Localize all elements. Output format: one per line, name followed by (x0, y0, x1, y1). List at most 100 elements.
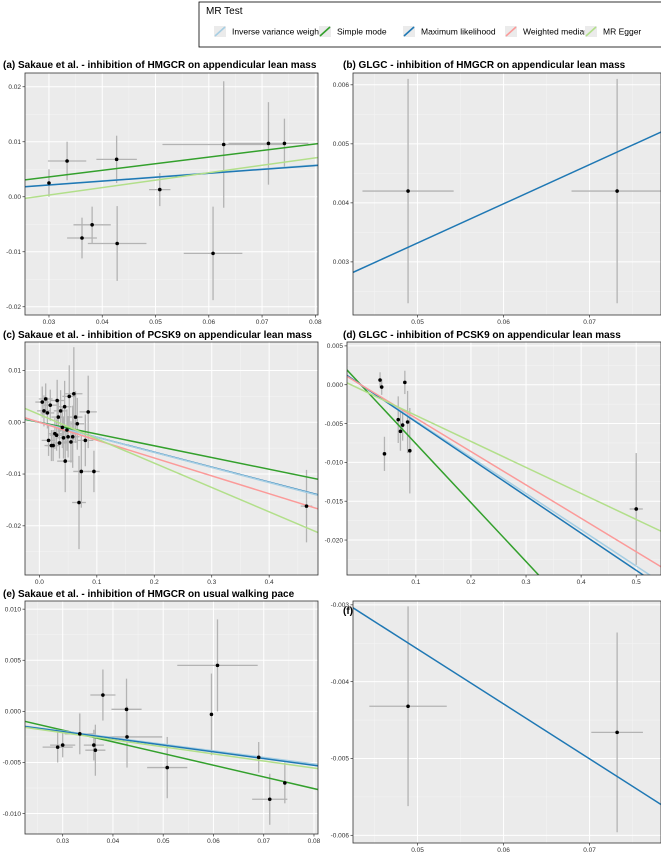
y-tick-label: -0.01 (6, 471, 21, 478)
line-simple-mode (25, 720, 318, 791)
data-point (65, 428, 69, 432)
data-point (48, 403, 53, 407)
data-point (165, 765, 170, 770)
x-tick-label: 0.06 (497, 319, 510, 326)
y-tick-label: 0.005 (333, 141, 350, 148)
x-tick-label: 0.3 (207, 579, 216, 586)
panel-title: (e) Sakaue et al. - inhibition of HMGCR … (3, 589, 295, 600)
x-tick-label: 0.08 (308, 838, 321, 845)
data-point (125, 735, 129, 739)
line-maximum-likelihood (353, 606, 661, 806)
panel-title: (a) Sakaue et al. - inhibition of HMGCR … (3, 60, 317, 71)
data-point (304, 504, 309, 508)
legend-label: Inverse variance weighted (232, 27, 331, 37)
line-maximum-likelihood (25, 164, 318, 188)
x-tick-label: 0.1 (92, 579, 101, 586)
y-tick-label: 0.00 (8, 194, 21, 201)
panel-a: (a) Sakaue et al. - inhibition of HMGCR … (3, 60, 322, 326)
gridlines (347, 342, 661, 575)
data-point (57, 441, 62, 445)
panel-f: (f) GLGC - inhibition of HMGCR on usual … (331, 600, 661, 854)
x-tick-label: 0.3 (522, 579, 531, 586)
y-tick-label: 0.000 (327, 382, 344, 389)
data-point (615, 189, 619, 193)
line-simple-mode (25, 418, 318, 481)
x-tick-label: 0.03 (43, 319, 56, 326)
plot-background (353, 73, 661, 315)
x-tick-label: 0.05 (411, 847, 424, 854)
legend-key-line (214, 26, 226, 37)
y-tick-label: -0.02 (6, 523, 21, 530)
x-tick-label: 0.07 (583, 847, 596, 854)
y-tick-label: 0.02 (8, 84, 21, 91)
x-tick-label: 0.05 (157, 838, 170, 845)
x-tick-label: 0.07 (257, 838, 270, 845)
y-tick-label: -0.015 (325, 498, 344, 505)
data-point (209, 712, 214, 717)
data-point (45, 411, 50, 415)
legend-key-line (403, 26, 415, 37)
data-point (77, 500, 81, 505)
x-tick-label: 0.07 (256, 319, 269, 326)
data-point (101, 693, 105, 697)
data-point (63, 459, 68, 463)
legend-label: Weighted median (523, 27, 589, 37)
data-layer (347, 368, 661, 575)
panel-border (346, 341, 661, 576)
y-tick-label: -0.004 (331, 679, 350, 686)
x-tick-label: 0.1 (411, 579, 420, 586)
line-simple-mode (25, 142, 318, 181)
line-mr-egger (25, 156, 318, 200)
data-layer (353, 606, 661, 833)
legend-key-line (505, 26, 517, 37)
data-point (115, 241, 119, 246)
data-point (634, 507, 639, 511)
panel-c: (c) Sakaue et al. - inhibition of PCSK9 … (3, 330, 319, 586)
y-tick-label: -0.010 (3, 811, 22, 818)
panel-b: (b) GLGC - inhibition of HMGCR on append… (333, 60, 661, 326)
data-point (58, 409, 63, 413)
data-point (396, 417, 401, 422)
data-point (67, 394, 72, 399)
legend-label: MR Egger (603, 27, 641, 37)
line-weighted-median (347, 375, 661, 568)
data-point (283, 781, 287, 785)
data-point (382, 452, 387, 456)
data-point (405, 420, 410, 424)
legend-label: Maximum likelihood (421, 27, 496, 37)
data-point (406, 189, 410, 193)
y-tick-label: 0.005 (5, 657, 22, 664)
x-tick-label: 0.06 (202, 319, 215, 326)
line-maximum-likelihood (25, 725, 318, 767)
y-tick-label: 0.006 (333, 82, 350, 89)
line-mr-egger (25, 407, 318, 534)
data-point (80, 236, 84, 240)
x-tick-label: 0.2 (150, 579, 159, 586)
x-tick-label: 0.06 (497, 847, 510, 854)
data-point (65, 159, 69, 163)
data-point (61, 435, 66, 440)
data-point (42, 409, 46, 413)
line-mr-egger (25, 726, 318, 770)
panel-border (352, 72, 661, 316)
data-point (70, 434, 75, 439)
panel-d: (d) GLGC - inhibition of PCSK9 on append… (325, 330, 661, 586)
x-tick-label: 0.0 (35, 579, 44, 586)
data-point (66, 434, 70, 439)
y-tick-label: -0.02 (6, 304, 21, 311)
x-tick-label: 0.03 (56, 838, 69, 845)
panel-border (352, 600, 661, 844)
data-point (215, 663, 220, 668)
legend-key-line (319, 26, 331, 37)
data-layer (25, 619, 318, 825)
panel-title: (c) Sakaue et al. - inhibition of PCSK9 … (3, 330, 312, 341)
data-point (92, 743, 96, 747)
x-tick-label: 0.04 (96, 319, 109, 326)
data-point (114, 157, 119, 162)
x-tick-label: 0.05 (411, 319, 424, 326)
y-tick-label: 0.01 (8, 139, 21, 146)
data-point (72, 391, 76, 396)
y-tick-label: -0.005 (325, 421, 344, 428)
panel-title: (d) GLGC - inhibition of PCSK9 on append… (343, 330, 621, 341)
panel-border (24, 600, 319, 835)
